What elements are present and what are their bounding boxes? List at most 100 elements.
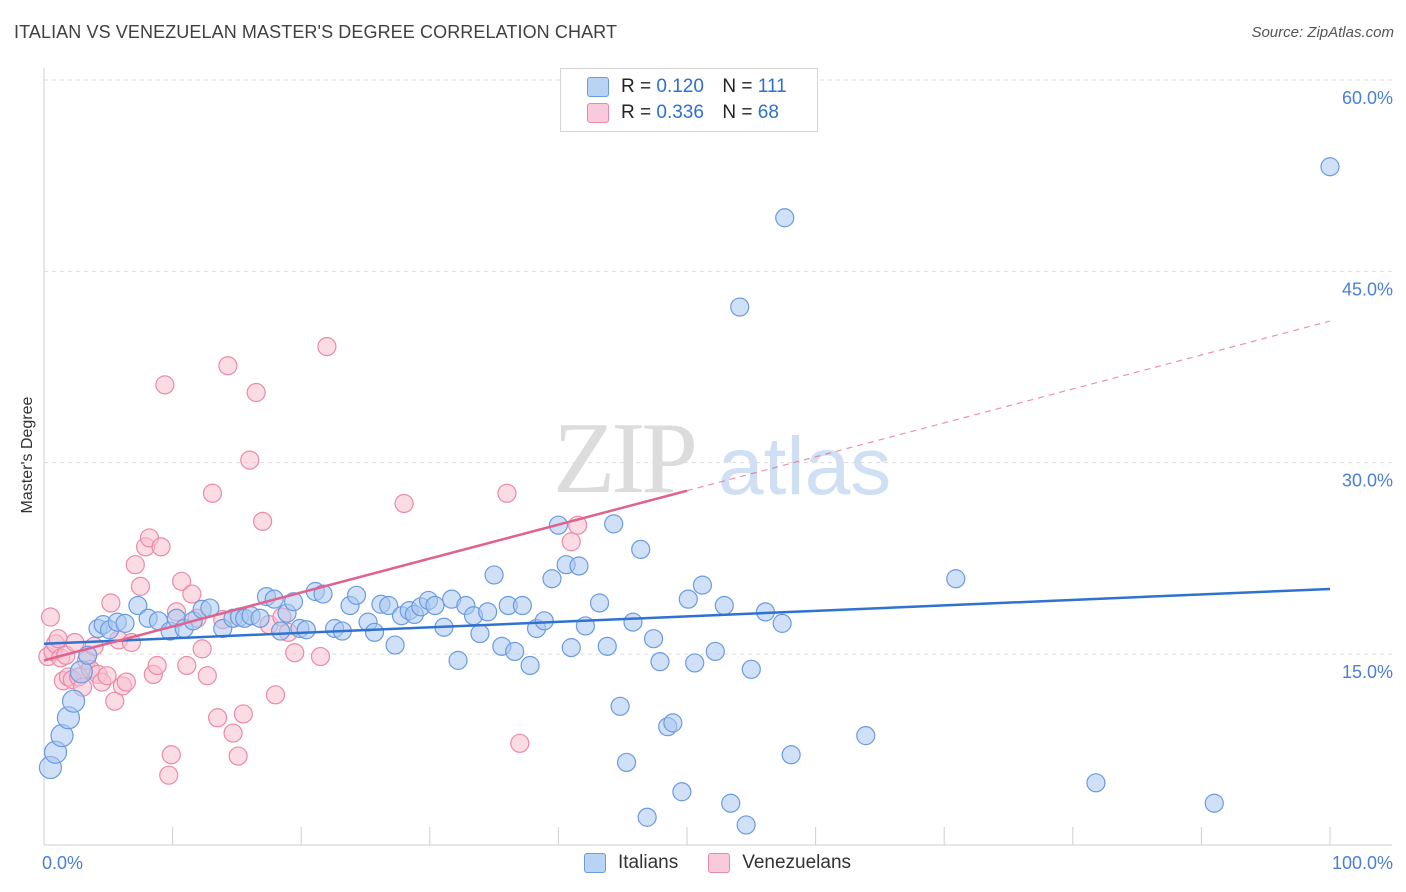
y-tick-label: 15.0% xyxy=(1342,662,1393,682)
data-point xyxy=(478,602,498,622)
data-point xyxy=(155,375,175,395)
data-point xyxy=(505,641,525,662)
data-point xyxy=(161,745,181,765)
data-point xyxy=(105,691,125,711)
tick-labels: 15.0% 30.0% 45.0% 60.0% 0.0% 100.0% xyxy=(42,88,1393,873)
y-tick-label: 30.0% xyxy=(1342,471,1393,491)
data-point xyxy=(240,450,260,470)
data-point xyxy=(1204,793,1224,813)
data-point xyxy=(685,653,705,673)
data-point xyxy=(542,569,562,589)
legend-label-venezuelans: Venezuelans xyxy=(742,852,852,873)
data-point xyxy=(781,745,801,765)
data-point xyxy=(946,569,966,589)
data-point xyxy=(856,726,876,746)
chart-title: ITALIAN VS VENEZUELAN MASTER'S DEGREE CO… xyxy=(14,22,618,42)
data-point xyxy=(589,593,610,613)
data-point xyxy=(253,511,273,531)
data-point xyxy=(48,629,68,649)
data-point xyxy=(246,382,266,403)
data-point xyxy=(394,493,414,514)
data-point xyxy=(385,635,405,655)
legend-row-venezuelans: R = 0.336 N = 68 xyxy=(587,101,779,125)
data-point xyxy=(283,592,304,612)
data-point xyxy=(208,708,228,728)
data-point xyxy=(116,672,136,692)
data-point xyxy=(346,585,367,605)
x-tick-label: 0.0% xyxy=(42,853,83,873)
venezuelans-points xyxy=(38,336,588,785)
italians-swatch xyxy=(587,77,609,97)
data-point xyxy=(265,685,286,705)
data-point xyxy=(317,336,337,357)
data-point xyxy=(637,807,657,827)
trend-lines xyxy=(43,320,1331,662)
data-point xyxy=(736,815,756,835)
data-point xyxy=(202,483,223,503)
data-point xyxy=(623,612,643,632)
data-point xyxy=(159,765,179,785)
data-point xyxy=(692,575,713,595)
data-point xyxy=(197,666,217,686)
venezuelans-swatch xyxy=(587,103,609,123)
n-value: 68 xyxy=(757,102,779,123)
data-point xyxy=(313,584,333,604)
series-legend: Italians Venezuelans xyxy=(584,852,881,874)
data-point xyxy=(130,576,151,596)
data-point xyxy=(484,565,504,585)
data-point xyxy=(520,655,540,676)
data-point xyxy=(151,537,171,557)
data-point xyxy=(650,652,670,672)
data-point xyxy=(218,356,238,376)
y-tick-label: 45.0% xyxy=(1342,279,1393,299)
watermark-atlas: atlas xyxy=(718,421,892,512)
venezuelans-trend-line xyxy=(43,489,688,662)
data-point xyxy=(128,595,148,616)
data-point xyxy=(510,733,530,753)
data-point xyxy=(250,608,270,628)
data-point xyxy=(772,613,792,633)
data-point xyxy=(296,620,316,640)
italians-swatch xyxy=(584,853,606,873)
venezuelans-swatch xyxy=(708,853,731,873)
data-point xyxy=(147,655,167,676)
italians-trend-line xyxy=(43,587,1331,646)
data-point xyxy=(721,793,741,813)
watermark-zip: ZIP xyxy=(553,402,698,515)
data-point xyxy=(643,629,664,649)
legend-item-italians[interactable]: Italians xyxy=(584,852,678,874)
data-point xyxy=(379,595,399,616)
data-point xyxy=(125,555,145,575)
data-point xyxy=(115,613,135,633)
data-point xyxy=(714,595,734,616)
r-value: 0.120 xyxy=(656,76,704,97)
data-point xyxy=(672,782,692,802)
data-point xyxy=(631,539,651,560)
data-point xyxy=(604,514,624,534)
data-point xyxy=(364,622,385,642)
data-point xyxy=(663,713,683,733)
data-point xyxy=(730,297,750,317)
data-point xyxy=(512,595,532,616)
data-point xyxy=(678,589,698,609)
data-point xyxy=(177,655,197,676)
data-point xyxy=(561,532,581,552)
y-tick-label: 60.0% xyxy=(1342,88,1393,108)
data-point xyxy=(223,723,243,743)
data-point xyxy=(233,704,253,724)
stats-legend: R = 0.120 N = 111 R = 0.336 N = 68 xyxy=(560,68,818,132)
r-label: R = xyxy=(621,76,652,97)
data-point xyxy=(97,666,117,686)
n-value: 111 xyxy=(757,76,787,97)
data-point xyxy=(182,584,202,604)
data-point xyxy=(448,650,468,670)
data-point xyxy=(616,752,637,773)
data-point xyxy=(1320,157,1340,177)
r-value: 0.336 xyxy=(656,102,704,123)
legend-item-venezuelans[interactable]: Venezuelans xyxy=(708,852,851,874)
n-label: N = xyxy=(722,76,753,97)
data-point xyxy=(40,607,61,627)
data-point xyxy=(705,641,725,662)
legend-row-italians: R = 0.120 N = 111 xyxy=(587,75,787,99)
